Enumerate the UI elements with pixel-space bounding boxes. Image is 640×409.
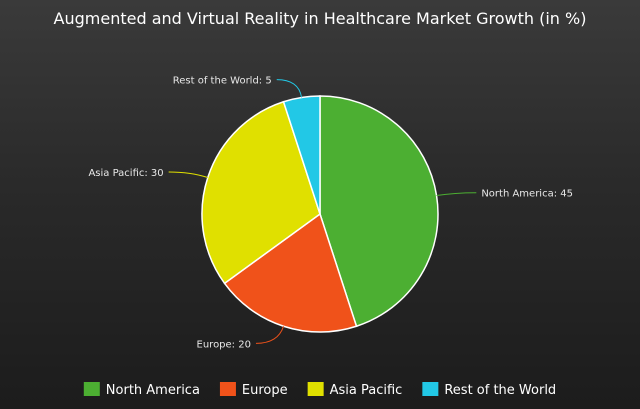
legend-swatch-rest-of-the-world[interactable] xyxy=(422,382,439,396)
data-label-rest-of-the-world: Rest of the World: 5 xyxy=(173,76,272,87)
chart-title: Augmented and Virtual Reality in Healthc… xyxy=(54,9,587,28)
legend-label-rest-of-the-world[interactable]: Rest of the World xyxy=(444,383,556,398)
pie-slices xyxy=(201,95,439,333)
pie-slice-rest-of-the-world[interactable] xyxy=(282,95,321,215)
legend-label-asia-pacific[interactable]: Asia Pacific xyxy=(330,383,403,398)
legend-swatch-europe[interactable] xyxy=(219,382,236,396)
legend: North America Europe Asia Pacific Rest of t… xyxy=(83,382,556,398)
legend-swatch-north-america[interactable] xyxy=(83,382,100,396)
label-connector-rest-of-the-world xyxy=(276,79,303,98)
legend-label-north-america[interactable]: North America xyxy=(106,383,200,398)
pie-slice-asia-pacific[interactable] xyxy=(201,100,321,285)
data-label-north-america: North America: 45 xyxy=(481,189,573,200)
data-label-asia-pacific: Asia Pacific: 30 xyxy=(88,168,163,179)
slice-labels: North America: 45 Europe: 20 Asia Pacific:… xyxy=(88,76,573,351)
legend-label-europe[interactable]: Europe xyxy=(242,383,288,398)
pie-slice-europe[interactable] xyxy=(223,212,358,333)
label-connector-europe xyxy=(255,326,285,344)
data-label-europe: Europe: 20 xyxy=(197,339,251,350)
label-connector-asia-pacific xyxy=(168,171,208,179)
legend-swatch-asia-pacific[interactable] xyxy=(307,382,324,396)
label-connector-north-america xyxy=(436,192,477,197)
pie-slice-north-america[interactable] xyxy=(319,95,439,328)
